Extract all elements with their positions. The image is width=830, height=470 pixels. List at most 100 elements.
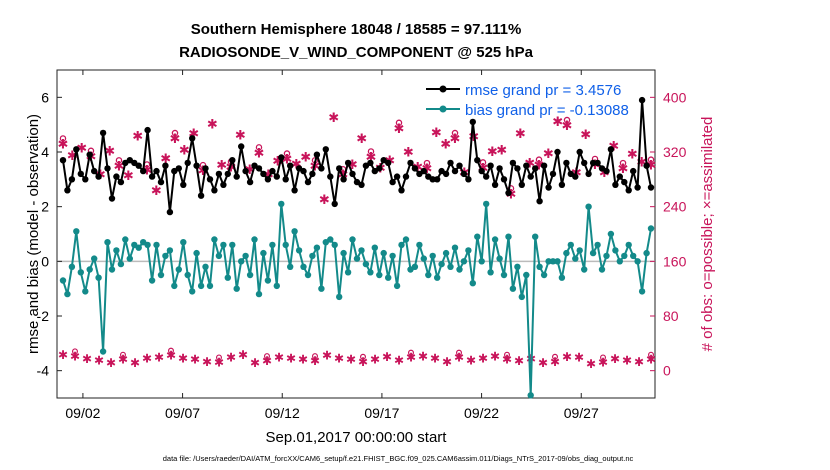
legend-bias-label: bias grand pr = -0.13088 [465, 102, 629, 119]
obs-assimilated-point: ✱ [610, 352, 620, 366]
rmse-point [549, 170, 557, 178]
y-tick-label: 0 [41, 253, 49, 269]
obs-possible-point [647, 156, 655, 163]
rmse-point [166, 208, 174, 216]
bias-point [429, 252, 436, 260]
bias-point [144, 241, 151, 249]
obs-assimilated-point: ✱ [130, 356, 140, 370]
obs-assimilated-point: ✱ [524, 156, 535, 171]
x-tick-label: 09/22 [464, 405, 499, 421]
bias-point [616, 258, 623, 265]
obs-possible-point [479, 159, 487, 166]
obs-assimilated-point: ✱ [534, 158, 545, 173]
rmse-point [282, 176, 289, 183]
obs-assimilated-point: ✱ [262, 354, 272, 368]
rmse-point [643, 162, 650, 169]
obs-assimilated-point: ✱ [151, 183, 162, 198]
bias-point [442, 249, 450, 257]
rmse-point [500, 176, 508, 183]
rmse-point [82, 176, 89, 183]
bias-point [456, 266, 463, 273]
bias-point [220, 241, 227, 249]
rmse-point [95, 173, 102, 180]
rmse-point [634, 184, 641, 191]
obs-assimilated-point: ✱ [403, 145, 414, 160]
obs-possible-point [255, 144, 263, 151]
bias-point [460, 258, 468, 265]
obs-possible-point [359, 353, 366, 360]
obs-assimilated-point: ✱ [226, 351, 236, 365]
obs-assimilated-point: ✱ [160, 151, 171, 166]
obs-possible-point [504, 351, 511, 358]
y-right-tick-label: 160 [663, 253, 687, 269]
bias-point [264, 277, 272, 284]
obs-assimilated-point: ✱ [515, 126, 526, 141]
rmse-point [202, 165, 209, 172]
rmse-point [273, 173, 280, 180]
bias-point [385, 274, 392, 281]
obs-assimilated-point: ✱ [618, 161, 629, 176]
obs-assimilated-point: ✱ [562, 118, 573, 133]
obs-assimilated-point: ✱ [418, 349, 428, 363]
obs-assimilated-point: ✱ [496, 143, 507, 158]
obs-assimilated-point: ✱ [58, 136, 69, 151]
rmse-point [113, 173, 120, 180]
rmse-point [505, 189, 512, 197]
bias-point [68, 263, 76, 270]
bias-point [625, 241, 632, 249]
data-file-footer: data file: /Users/raeder/DAI/ATM_forcXX/… [163, 454, 634, 463]
obs-assimilated-point: ✱ [358, 355, 368, 369]
obs-count-layer: ✱ ✱ ✱ ✱ ✱ ✱ ✱ ✱ ✱ ✱ ✱ ✱ ✱ ✱ ✱ ✱ ✱ ✱ ✱ ✱ ✱ ✱ ✱ ✱ ✱ ✱ ✱ ✱ ✱ ✱ ✱ ✱ ✱ ✱ ✱ ✱ ✱ ✱ ✱ ✱… [58, 110, 657, 371]
rmse-point [527, 173, 534, 180]
bias-point [380, 249, 387, 257]
bias-point [371, 244, 378, 251]
bias-point [153, 241, 160, 249]
obs-assimilated-point: ✱ [646, 353, 656, 367]
rmse-point [291, 187, 298, 194]
rmse-point [162, 162, 169, 169]
obs-assimilated-point: ✱ [338, 167, 349, 182]
bias-point [607, 230, 615, 238]
x-tick-label: 09/02 [65, 405, 100, 421]
obs-assimilated-point: ✱ [334, 351, 344, 365]
obs-assimilated-point: ✱ [394, 353, 404, 367]
obs-assimilated-point: ✱ [502, 353, 512, 367]
bias-point [376, 271, 383, 279]
obs-assimilated-point: ✱ [538, 356, 548, 370]
rmse-point [108, 195, 116, 202]
rmse-point [313, 151, 321, 158]
obs-possible-point [552, 353, 559, 360]
bias-point [647, 225, 655, 232]
y-axis-right-label: # of obs: o=possible; ×=assimilated [699, 117, 716, 352]
obs-assimilated-point: ✱ [58, 348, 68, 362]
rmse-point [229, 157, 236, 164]
obs-assimilated-point: ✱ [190, 353, 200, 367]
legend-rmse-label: rmse grand pr = 3.4576 [465, 82, 621, 99]
bias-point [554, 258, 561, 265]
bias-point [398, 241, 405, 249]
obs-assimilated-point: ✱ [67, 148, 78, 163]
obs-assimilated-point: ✱ [250, 356, 260, 370]
rmse-point [233, 173, 240, 180]
bias-point [59, 277, 67, 284]
bias-point [487, 269, 494, 276]
obs-assimilated-point: ✱ [114, 158, 125, 173]
bias-point [638, 288, 646, 295]
bias-point [536, 263, 543, 270]
obs-assimilated-point: ✱ [450, 131, 461, 146]
chart-subtitle: RADIOSONDE_V_WIND_COMPONENT @ 525 hPa [179, 44, 534, 61]
x-tick-label: 09/12 [265, 405, 300, 421]
bias-point [175, 266, 182, 273]
obs-assimilated-point: ✱ [490, 349, 500, 363]
obs-possible-point [59, 135, 67, 142]
rmse-point [558, 181, 566, 188]
rmse-point [456, 162, 463, 169]
obs-possible-point [367, 148, 375, 155]
rmse-point [581, 159, 588, 167]
bias-point [171, 282, 178, 290]
obs-assimilated-point: ✱ [207, 117, 218, 132]
y-right-tick-label: 400 [663, 89, 687, 105]
bias-point [567, 241, 574, 249]
bias-point [86, 266, 93, 273]
bias-point [438, 260, 445, 268]
